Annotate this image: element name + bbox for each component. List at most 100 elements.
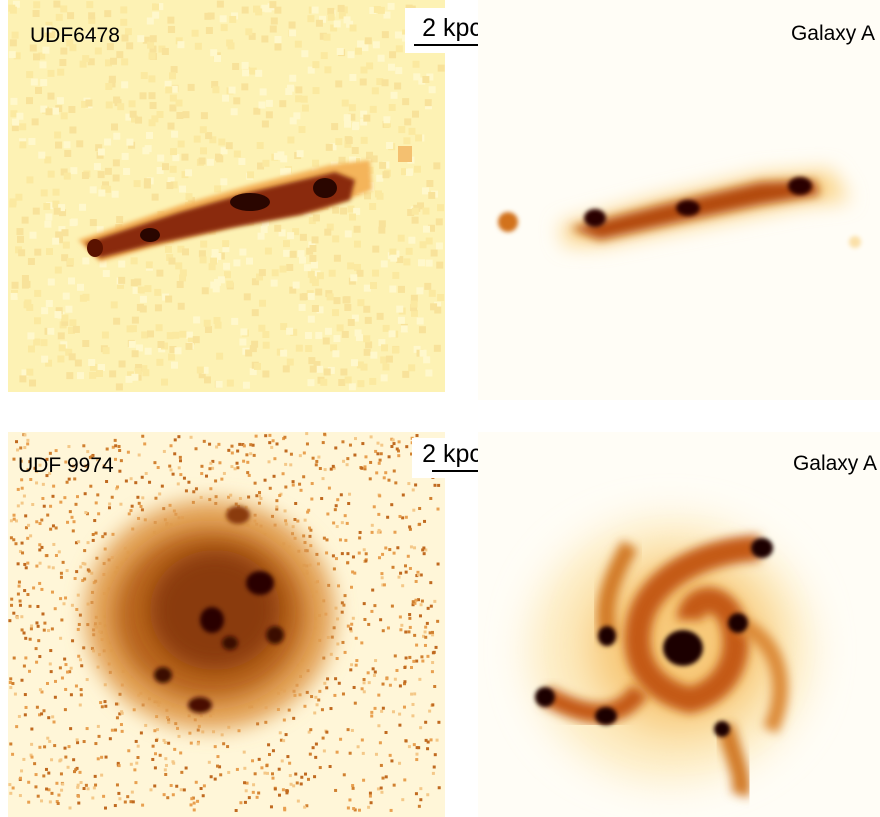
noise-pixel [70,219,77,226]
noise-pixel [117,792,120,795]
noise-pixel [300,782,303,785]
noise-pixel [226,745,229,748]
noise-pixel [332,309,339,316]
noise-pixel [104,532,107,535]
noise-pixel [323,338,330,345]
noise-pixel [34,249,41,256]
noise-pixel [26,439,29,442]
noise-pixel [279,731,282,734]
noise-pixel [357,380,364,387]
noise-pixel [282,472,285,475]
noise-pixel [11,753,14,756]
noise-pixel [431,631,434,634]
noise-pixel [396,546,399,549]
noise-pixel [436,242,443,249]
noise-pixel [261,35,268,42]
noise-pixel [111,729,114,732]
noise-pixel [48,70,55,77]
noise-pixel [307,15,314,22]
noise-pixel [423,552,426,555]
noise-pixel [14,542,17,545]
noise-pixel [186,332,193,339]
noise-pixel [315,289,322,296]
noise-pixel [132,800,135,803]
noise-pixel [33,10,40,17]
noise-pixel [219,773,222,776]
noise-pixel [285,791,288,794]
noise-pixel [253,108,260,115]
noise-pixel [200,465,203,468]
noise-pixel [378,55,385,62]
noise-pixel [309,255,316,262]
noise-pixel [69,126,76,133]
noise-pixel [146,261,153,268]
noise-pixel [37,639,40,642]
noise-pixel [320,379,327,386]
panel-label: UDF6478 [30,24,120,47]
noise-pixel [38,582,41,585]
noise-pixel [352,555,355,558]
noise-pixel [51,495,54,498]
noise-pixel [58,759,61,762]
noise-pixel [286,755,289,758]
noise-pixel [256,796,259,799]
noise-pixel [23,433,26,436]
noise-pixel [51,591,54,594]
noise-pixel [192,490,195,493]
noise-pixel [9,51,16,58]
noise-pixel [324,34,331,41]
noise-pixel [425,99,432,106]
noise-pixel [378,494,381,497]
noise-pixel [10,110,17,117]
noise-pixel [167,742,170,745]
noise-pixel [300,234,307,241]
noise-pixel [222,240,229,247]
noise-pixel [411,714,414,717]
noise-pixel [333,694,336,697]
noise-pixel [271,17,278,24]
noise-pixel [402,493,405,496]
noise-pixel [53,720,56,723]
noise-pixel [361,364,368,371]
noise-pixel [116,216,123,223]
noise-pixel [192,30,199,37]
noise-pixel [329,270,336,277]
noise-pixel [336,642,339,645]
noise-pixel [403,258,410,265]
noise-pixel [167,332,174,339]
noise-pixel [172,473,175,476]
noise-pixel [334,607,337,610]
noise-pixel [295,95,302,102]
noise-pixel [409,128,416,135]
noise-pixel [111,496,114,499]
noise-pixel [376,175,383,182]
galaxy-image [85,500,335,730]
noise-pixel [351,359,358,366]
noise-pixel [141,508,144,511]
noise-pixel [425,739,428,742]
noise-pixel [355,329,362,336]
noise-pixel [108,506,111,509]
noise-pixel [347,502,350,505]
noise-pixel [64,756,67,759]
noise-pixel [245,28,252,35]
noise-pixel [9,742,12,745]
noise-pixel [334,677,337,680]
noise-pixel [285,449,288,452]
noise-pixel [86,1,93,8]
noise-pixel [228,42,235,49]
noise-pixel [394,654,397,657]
noise-pixel [190,803,193,806]
noise-pixel [152,12,159,19]
noise-pixel [269,487,272,490]
noise-pixel [386,516,389,519]
noise-pixel [247,496,250,499]
noise-pixel [418,805,421,808]
noise-pixel [188,732,191,735]
noise-pixel [144,724,147,727]
noise-pixel [332,554,335,557]
noise-pixel [214,778,217,781]
noise-pixel [231,451,234,454]
noise-pixel [141,476,144,479]
noise-pixel [66,671,69,674]
